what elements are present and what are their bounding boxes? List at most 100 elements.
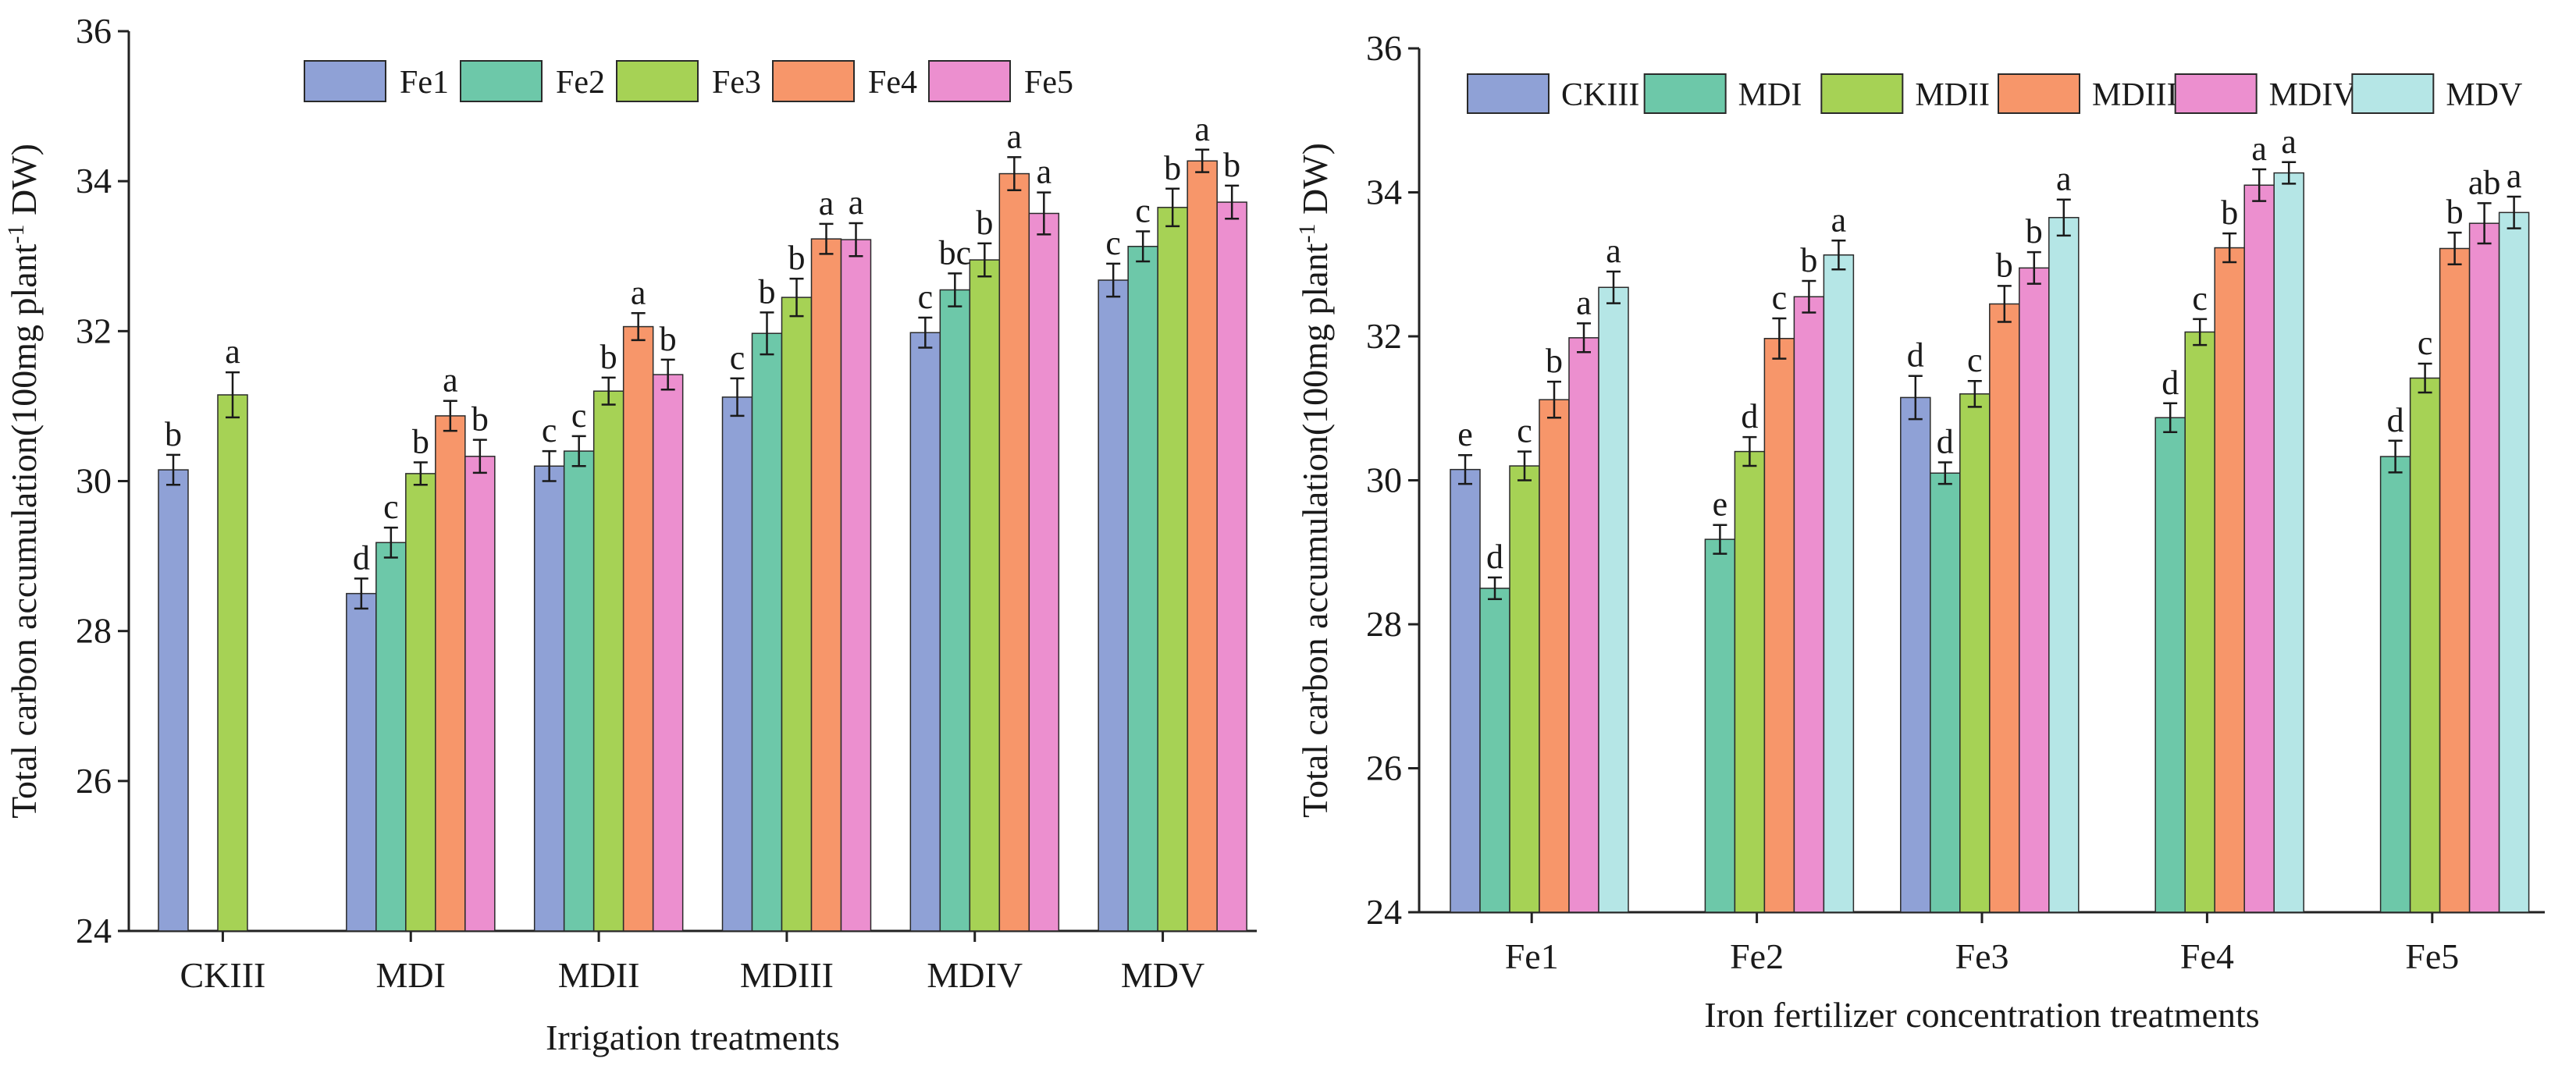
y-tick-label: 24	[76, 911, 112, 950]
bar-fe4-mdi	[435, 415, 466, 932]
significance-letter: ab	[2468, 163, 2501, 201]
significance-letter: b	[412, 422, 429, 460]
significance-letter: c	[730, 339, 745, 377]
significance-letter: d	[2161, 364, 2179, 402]
legend-label-fe3: Fe3	[712, 65, 761, 101]
significance-letter: a	[819, 184, 834, 222]
y-axis-title-main: Total carbon accumulation(100mg plant	[4, 243, 44, 819]
bar-mdv-fe2	[1823, 254, 1855, 913]
significance-letter: c	[571, 396, 587, 435]
bar-mdv-fe1	[1598, 286, 1629, 913]
bar-fe5-mdiii	[840, 239, 872, 932]
bar-fe5-mdii	[652, 374, 684, 932]
y-tick-label: 26	[1366, 748, 1402, 788]
bar-mdii-fe5	[2409, 377, 2441, 913]
legend-label-fe2: Fe2	[556, 65, 605, 101]
legend: Fe1 Fe2 Fe3 Fe4 Fe5	[304, 60, 1073, 102]
significance-letter: a	[1007, 117, 1023, 155]
bar-mdii-fe1	[1509, 465, 1540, 913]
x-axis-title: Iron fertilizer concentration treatments	[1704, 995, 2259, 1035]
bar-fe3-mdi	[405, 473, 436, 932]
significance-letter: b	[471, 400, 489, 439]
x-tick-label: MDIII	[740, 955, 834, 995]
bar-mdi-fe1	[1479, 588, 1510, 913]
legend-swatch-mdiv	[2174, 73, 2258, 114]
significance-letter: a	[1037, 153, 1052, 191]
significance-letter: b	[1223, 146, 1240, 184]
legend-swatch-mdi	[1643, 73, 1727, 114]
y-tick-label: 32	[76, 311, 112, 350]
bar-mdi-fe3	[1930, 472, 1961, 913]
bar-mdiv-fe5	[2468, 222, 2500, 913]
significance-letter: c	[1967, 341, 1983, 379]
bar-fe4-mdv	[1187, 160, 1218, 932]
bar-fe2-mdii	[563, 450, 595, 932]
legend-label-ckiii: CKIII	[1561, 77, 1639, 113]
x-axis-title: Irrigation treatments	[546, 1018, 840, 1057]
significance-letter: a	[849, 183, 864, 222]
bar-mdiv-fe4	[2243, 184, 2275, 913]
bar-fe3-ckiii	[217, 394, 248, 932]
bar-mdiii-fe4	[2214, 247, 2245, 913]
legend-swatch-fe1	[304, 60, 386, 102]
significance-letter: a	[225, 332, 240, 371]
legend-swatch-mdiii	[1998, 73, 2080, 114]
bar-mdiii-fe5	[2439, 247, 2471, 913]
legend-swatch-fe5	[928, 60, 1011, 102]
bar-mdiii-fe3	[1989, 303, 2020, 913]
legend-swatch-fe2	[460, 60, 543, 102]
y-tick-label: 30	[76, 461, 112, 501]
significance-letter: c	[542, 411, 557, 449]
significance-letter: e	[1713, 485, 1728, 524]
chart-1: 24 26 28 30 32 34 36 Total carbon accumulation(…	[3, 11, 1257, 1057]
y-axis-title-unit: DW)	[4, 144, 44, 224]
x-tick-label: Fe2	[1730, 936, 1784, 976]
y-tick-label: 28	[1366, 604, 1402, 644]
significance-letter: b	[165, 415, 182, 453]
significance-letter: e	[1457, 415, 1473, 453]
bar-fe1-mdiii	[721, 396, 753, 932]
significance-letter: b	[976, 204, 993, 242]
bar-fe1-mdv	[1098, 279, 1129, 932]
bar-fe5-mdv	[1216, 201, 1247, 932]
bar-fe4-mdiv	[998, 172, 1030, 932]
bar-fe3-mdv	[1157, 207, 1188, 932]
significance-letter: c	[918, 278, 934, 316]
significance-letter: d	[1937, 422, 1954, 460]
legend-label-mdi: MDI	[1738, 77, 1802, 113]
legend-swatch-fe3	[616, 60, 699, 102]
x-tick-label: CKIII	[180, 955, 265, 995]
significance-letter: d	[353, 538, 370, 577]
bar-mdii-fe3	[1959, 393, 1991, 913]
significance-letter: c	[1105, 224, 1121, 262]
significance-letter: c	[2418, 324, 2433, 362]
significance-letter: b	[1546, 342, 1563, 380]
significance-letter: a	[631, 273, 646, 311]
x-tick-label: MDII	[558, 955, 640, 995]
significance-letter: c	[2192, 279, 2208, 318]
x-tick-label: MDV	[1121, 955, 1204, 995]
chart-2: 24 26 28 30 32 34 36 Total carbon accumulation(…	[1294, 28, 2545, 1035]
significance-letter: a	[2507, 157, 2522, 195]
bar-mdi-fe2	[1704, 538, 1736, 913]
legend-label-mdiii: MDIII	[2092, 77, 2178, 113]
significance-letter: b	[2026, 212, 2043, 250]
significance-letter: c	[1517, 412, 1532, 450]
bar-ckiii-fe1	[1450, 468, 1481, 913]
significance-letter: b	[660, 320, 677, 358]
significance-letter: b	[2446, 193, 2464, 231]
legend-swatch-fe4	[772, 60, 855, 102]
x-tick-label: Fe5	[2405, 936, 2459, 976]
bar-mdiv-fe2	[1793, 296, 1825, 913]
significance-letter: a	[2281, 123, 2297, 161]
bar-mdi-fe4	[2154, 417, 2186, 913]
bar-fe1-mdi	[346, 592, 377, 932]
legend-label-fe4: Fe4	[868, 65, 917, 101]
y-tick-label: 26	[76, 761, 112, 801]
bar-fe4-mdiii	[810, 238, 842, 932]
bar-fe1-mdiv	[909, 332, 941, 932]
significance-letter: d	[2387, 401, 2404, 439]
legend-swatch-mdii	[1820, 73, 1904, 114]
bar-mdiii-fe2	[1763, 338, 1795, 913]
